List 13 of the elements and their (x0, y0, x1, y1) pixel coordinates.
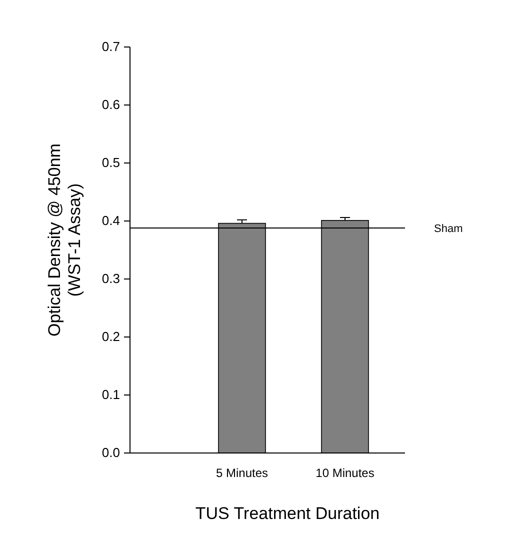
y-tick-label: 0.7 (102, 39, 120, 54)
y-tick-label: 0.1 (102, 387, 120, 402)
y-tick-label: 0.3 (102, 271, 120, 286)
y-axis-title: Optical Density @ 450nm (WST-1 Assay) (45, 143, 84, 337)
x-axis-title: TUS Treatment Duration (195, 504, 380, 523)
y-tick-label: 0.5 (102, 155, 120, 170)
ref-line-label: Sham (434, 222, 463, 235)
y-tick-label: 0.0 (102, 445, 120, 460)
x-tick-label: 5 Minutes (216, 466, 268, 480)
y-tick-label: 0.6 (102, 97, 120, 112)
y-tick-label: 0.4 (102, 213, 120, 228)
y-tick-label: 0.2 (102, 329, 120, 344)
x-tick-label: 10 Minutes (316, 466, 374, 480)
